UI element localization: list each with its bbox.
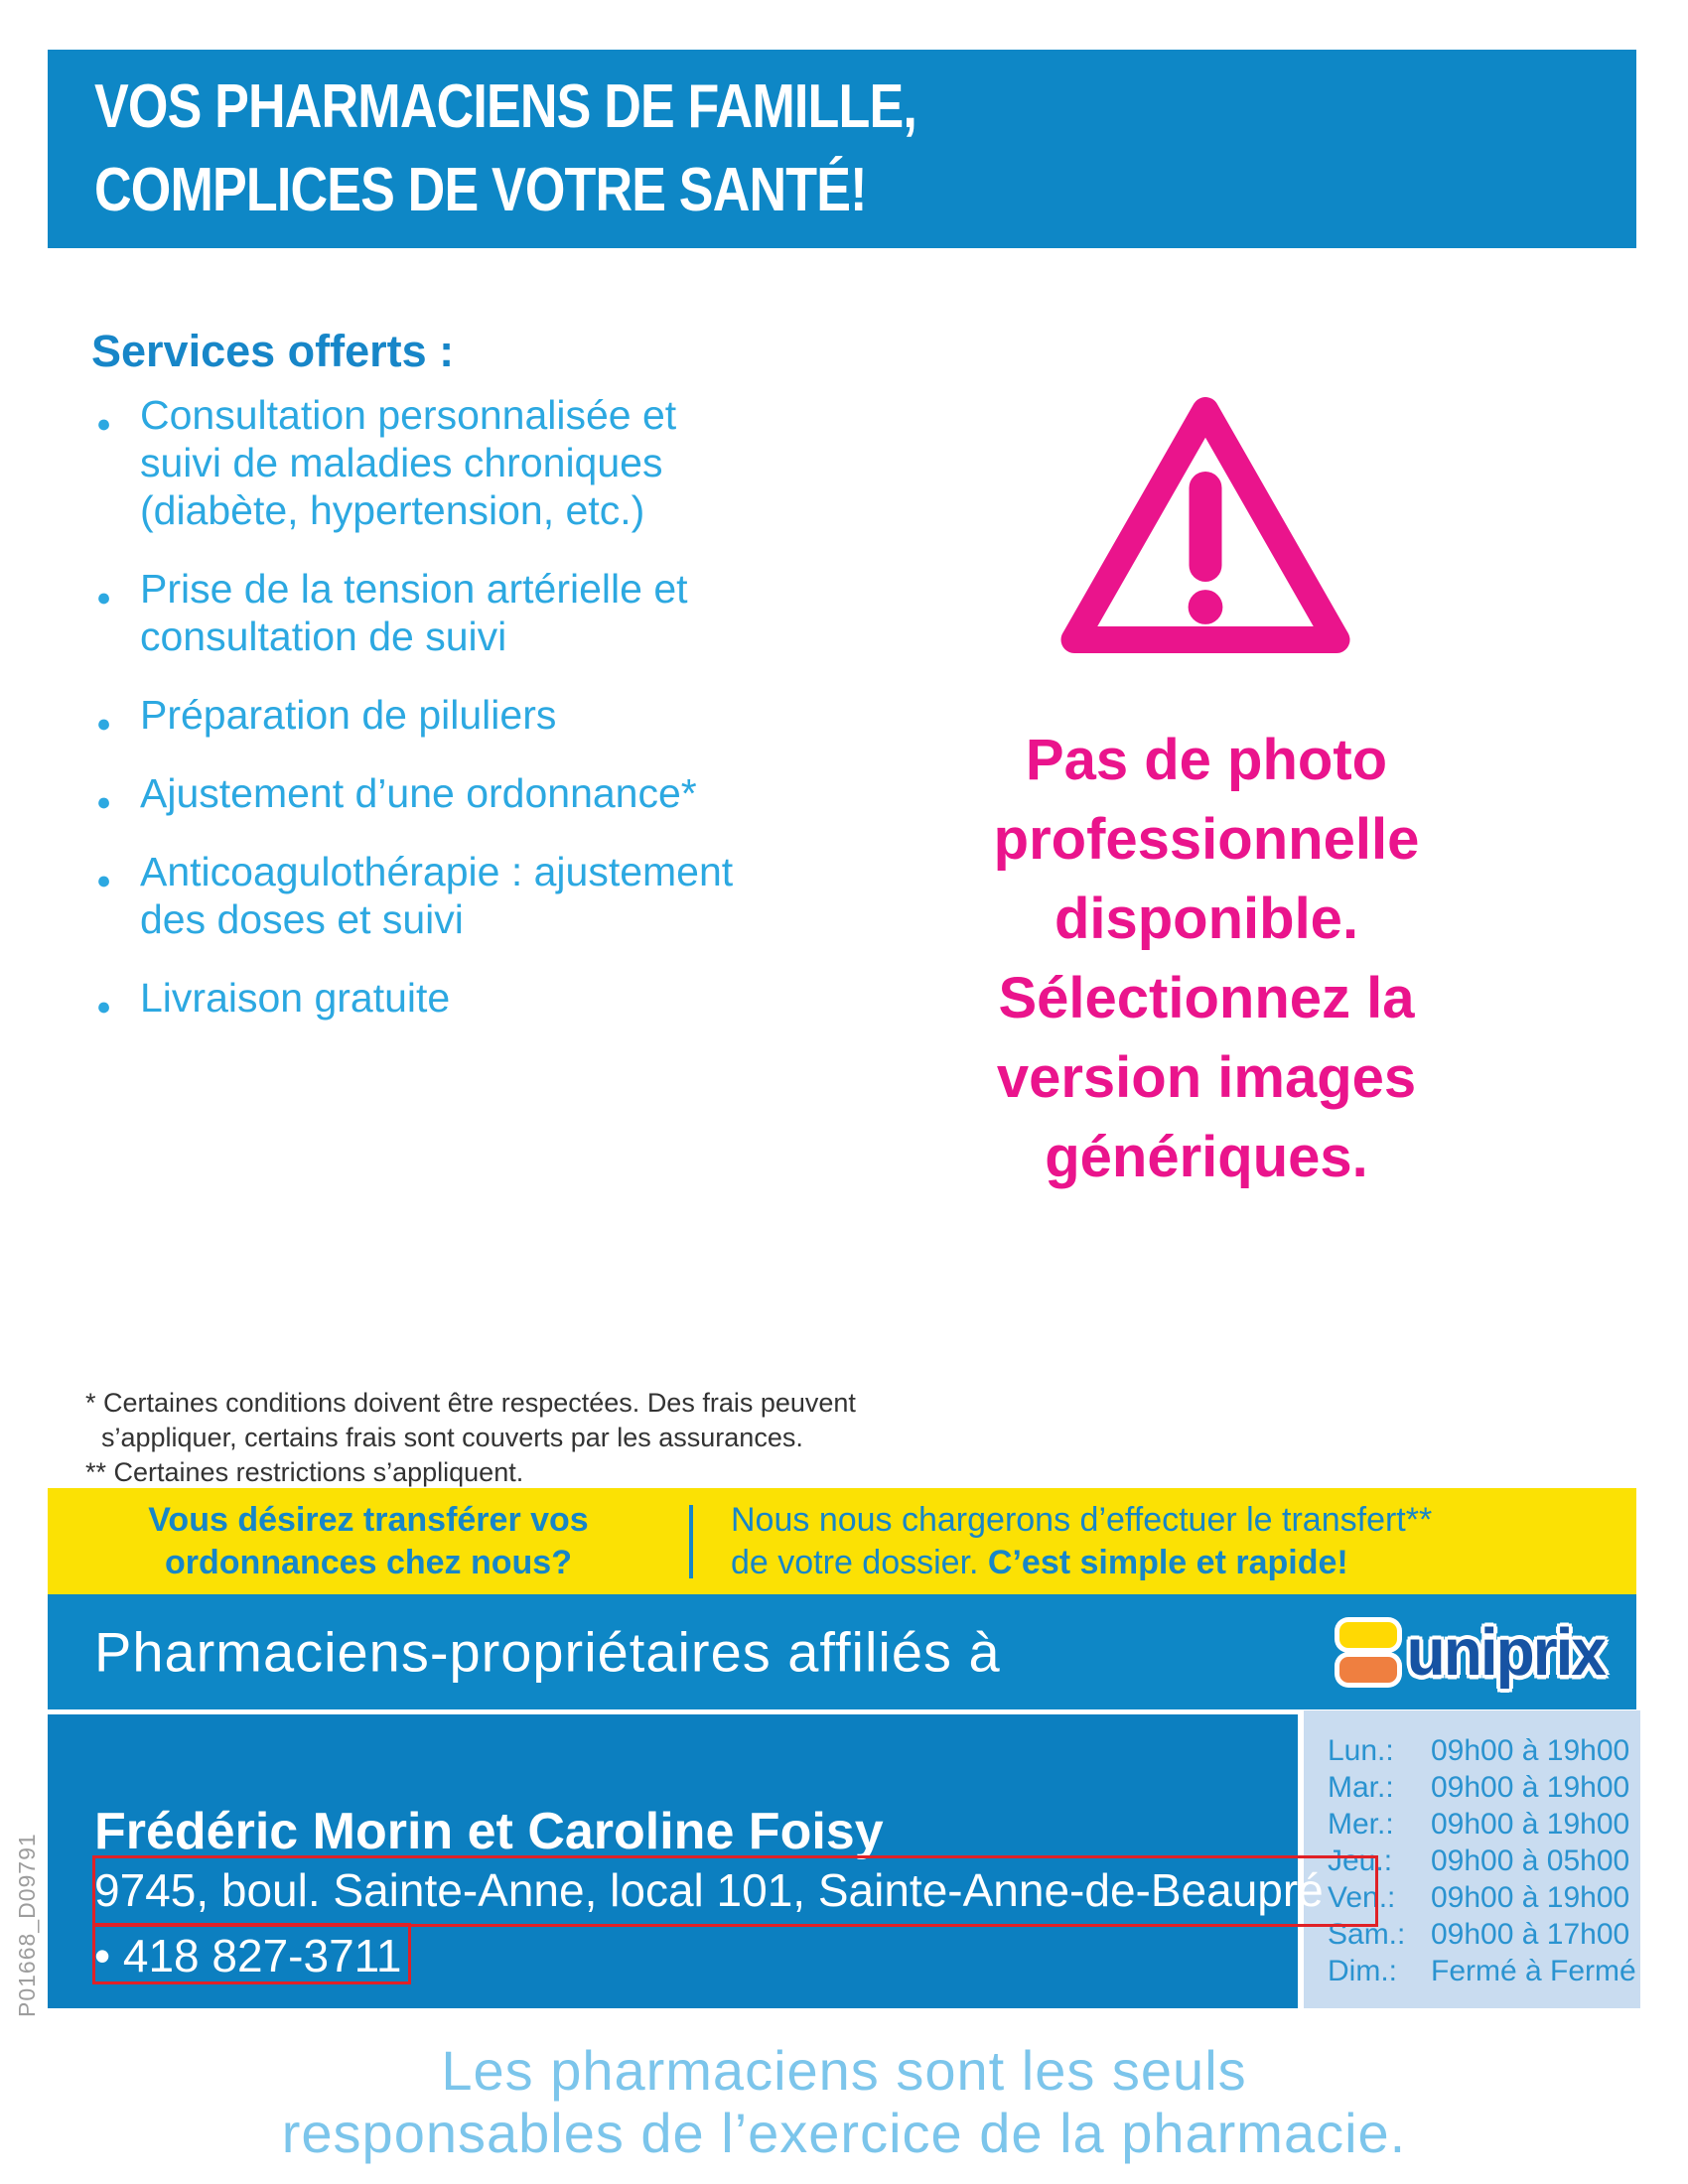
hours-time: 09h00 à 19h00 xyxy=(1431,1771,1630,1804)
table-row: Sam.: 09h00 à 17h00 xyxy=(1304,1916,1640,1953)
placeholder-line: génériques. xyxy=(1045,1125,1368,1189)
list-item: Livraison gratuite xyxy=(96,974,861,1030)
affiliation-band: Pharmaciens-propriétaires affiliés à uni… xyxy=(48,1594,1636,1709)
store-address: 9745, boul. Sainte-Anne, local 101, Sain… xyxy=(94,1864,1324,1916)
tagline: Les pharmaciens sont les seuls responsab… xyxy=(0,2039,1688,2164)
service-line: Anticoagulothérapie : ajustement xyxy=(140,849,734,894)
table-row: Mar.: 09h00 à 19h00 xyxy=(1304,1769,1640,1806)
uniprix-wordmark: uniprix xyxy=(1406,1614,1607,1690)
transfer-question-line: Vous désirez transférer vos xyxy=(148,1500,589,1539)
list-item: Anticoagulothérapie : ajustement des dos… xyxy=(96,848,861,943)
hours-day: Ven.: xyxy=(1328,1881,1396,1914)
hours-day: Jeu.: xyxy=(1328,1844,1393,1877)
transfer-banner: Vous désirez transférer vos ordonnances … xyxy=(48,1488,1636,1594)
placeholder-line: Pas de photo xyxy=(1025,728,1388,792)
uniprix-logo-bars-icon xyxy=(1338,1621,1397,1683)
list-item: Préparation de piluliers xyxy=(96,691,861,748)
hours-day: Dim.: xyxy=(1328,1955,1397,1987)
service-line: Prise de la tension artérielle et xyxy=(140,566,688,612)
footnote-line: ** Certaines restrictions s’appliquent. xyxy=(85,1457,524,1487)
store-band: Frédéric Morin et Caroline Foisy 9745, b… xyxy=(48,1714,1324,2008)
footnotes: * Certaines conditions doivent être resp… xyxy=(85,1386,856,1490)
transfer-answer-line: Nous nous chargerons d’effectuer le tran… xyxy=(731,1500,1433,1539)
transfer-answer: Nous nous chargerons d’effectuer le tran… xyxy=(693,1499,1432,1584)
placeholder-line: Sélectionnez la xyxy=(998,966,1415,1030)
hours-time: 09h00 à 05h00 xyxy=(1431,1844,1630,1877)
placeholder-line: disponible. xyxy=(1054,887,1359,951)
services-heading: Services offerts : xyxy=(91,326,455,376)
header-title-line1: VOS PHARMACIENS DE FAMILLE, xyxy=(94,72,917,141)
service-line: (diabète, hypertension, etc.) xyxy=(140,487,645,533)
uniprix-logo: uniprix xyxy=(1338,1614,1607,1690)
list-item: Prise de la tension artérielle et consul… xyxy=(96,565,861,660)
uniprix-yellow-bar xyxy=(1338,1621,1397,1648)
address-annotation-box xyxy=(92,1855,1378,1927)
list-item: Ajustement d’une ordonnance* xyxy=(96,769,861,826)
service-line: des doses et suivi xyxy=(140,896,464,942)
service-line: consultation de suivi xyxy=(140,614,507,659)
footnote-line: s’appliquer, certains frais sont couvert… xyxy=(101,1423,803,1452)
hours-time: 09h00 à 17h00 xyxy=(1431,1918,1630,1951)
hours-time: 09h00 à 19h00 xyxy=(1431,1881,1630,1914)
hours-panel: Lun.: 09h00 à 19h00 Mar.: 09h00 à 19h00 … xyxy=(1304,1710,1640,2008)
transfer-answer-text: de votre dossier. xyxy=(731,1543,988,1581)
print-code: P01668_D09791 xyxy=(14,1833,40,2017)
hours-day: Mar.: xyxy=(1328,1771,1394,1804)
tagline-line: responsables de l’exercice de la pharmac… xyxy=(281,2102,1407,2164)
service-line: suivi de maladies chroniques xyxy=(140,440,663,485)
hours-time: 09h00 à 19h00 xyxy=(1431,1808,1630,1841)
placeholder-line: professionnelle xyxy=(993,807,1420,872)
affiliation-label: Pharmaciens-propriétaires affiliés à xyxy=(94,1620,1001,1684)
service-line: Ajustement d’une ordonnance* xyxy=(140,770,697,816)
hours-day: Lun.: xyxy=(1328,1734,1394,1767)
table-row: Mer.: 09h00 à 19h00 xyxy=(1304,1806,1640,1843)
header-band: VOS PHARMACIENS DE FAMILLE, COMPLICES DE… xyxy=(48,50,1636,248)
table-row: Lun.: 09h00 à 19h00 xyxy=(1304,1732,1640,1769)
transfer-question: Vous désirez transférer vos ordonnances … xyxy=(48,1499,689,1584)
transfer-answer-line: de votre dossier. C’est simple et rapide… xyxy=(731,1542,1432,1584)
placeholder-line: version images xyxy=(996,1045,1417,1110)
table-row: Jeu.: 09h00 à 05h00 xyxy=(1304,1843,1640,1879)
service-line: Préparation de piluliers xyxy=(140,692,557,738)
transfer-question-line: ordonnances chez nous? xyxy=(165,1543,572,1581)
list-item: Consultation personnalisée et suivi de m… xyxy=(96,391,861,534)
hours-time: 09h00 à 19h00 xyxy=(1431,1734,1630,1767)
services-list: Consultation personnalisée et suivi de m… xyxy=(96,391,861,1052)
transfer-answer-bold-text: C’est simple et rapide! xyxy=(987,1543,1348,1581)
header-title-line2: COMPLICES DE VOTRE SANTÉ! xyxy=(94,156,867,224)
hours-day: Mer.: xyxy=(1328,1808,1394,1841)
hours-time: Fermé à Fermé xyxy=(1431,1955,1636,1987)
service-line: Consultation personnalisée et xyxy=(140,392,677,438)
store-phone: • 418 827-3711 xyxy=(94,1930,402,1981)
footnote-line: * Certaines conditions doivent être resp… xyxy=(85,1388,856,1418)
tagline-line: Les pharmaciens sont les seuls xyxy=(441,2039,1247,2102)
phone-annotation-box xyxy=(92,1923,411,1984)
hours-day: Sam.: xyxy=(1328,1918,1406,1951)
service-line: Livraison gratuite xyxy=(140,975,451,1021)
table-row: Ven.: 09h00 à 19h00 xyxy=(1304,1879,1640,1916)
warning-triangle-icon xyxy=(1060,397,1350,653)
uniprix-orange-bar xyxy=(1338,1656,1397,1683)
store-owners: Frédéric Morin et Caroline Foisy xyxy=(94,1803,884,1860)
no-photo-placeholder: Pas de photo professionnelle disponible.… xyxy=(884,721,1529,1197)
table-row: Dim.: Fermé à Fermé xyxy=(1304,1953,1640,1989)
vertical-divider xyxy=(689,1504,693,1578)
